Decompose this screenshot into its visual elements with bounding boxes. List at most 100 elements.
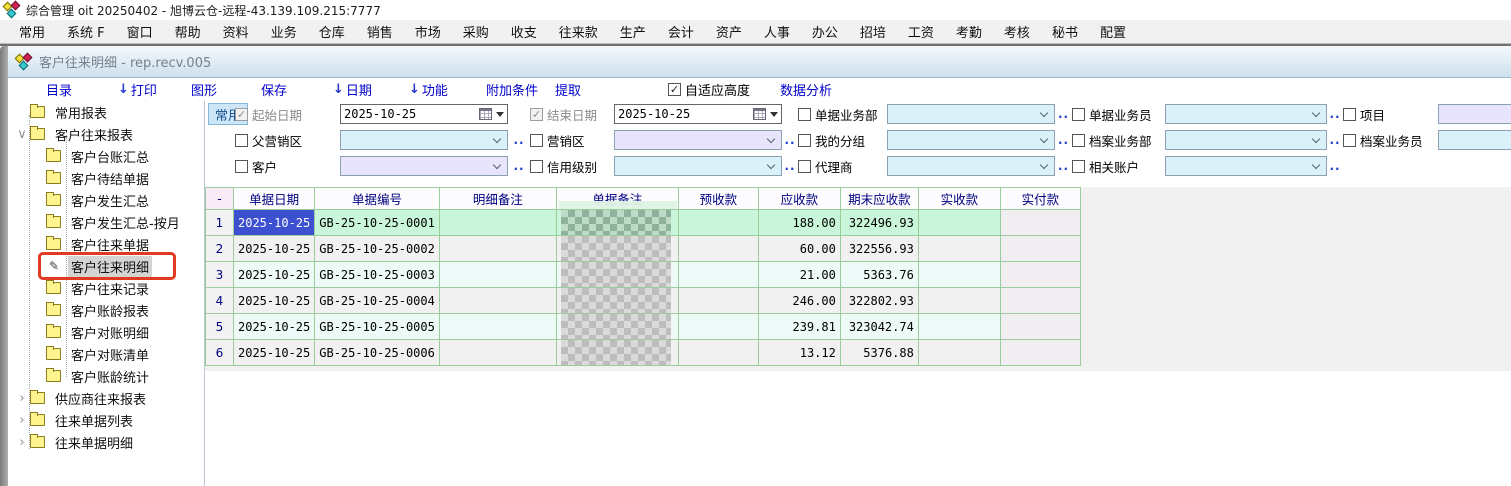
toolbar-button-1[interactable]: ↓ 打印 [118, 80, 157, 99]
date-dropdown-icon[interactable] [496, 111, 504, 117]
column-header-9[interactable]: 实付款 [999, 187, 1081, 210]
toolbar-button-6[interactable]: 附加条件 [486, 80, 538, 99]
doc-date-cell[interactable]: 2025-10-25 [232, 287, 316, 314]
advance-cell[interactable] [677, 339, 759, 366]
sidebar-item-13[interactable]: › 供应商往来报表 [8, 387, 204, 409]
menu-item-15[interactable]: 人事 [763, 26, 790, 41]
table-row-5[interactable]: 6 2025-10-25 GB-25-10-25-0006 13.12 5376.88 [205, 339, 1081, 366]
column-header-5[interactable]: 预收款 [677, 187, 759, 210]
column-header-3[interactable]: 明细备注 [438, 187, 557, 210]
detail-note-cell[interactable] [438, 261, 557, 288]
doc-number-cell[interactable]: GB-25-10-25-0005 [314, 313, 440, 340]
toolbar-button-7[interactable]: 提取 [555, 80, 581, 99]
row-number-cell[interactable]: 3 [205, 261, 234, 288]
paid-cell[interactable] [999, 261, 1081, 288]
receivable-cell[interactable]: 188.00 [757, 209, 841, 236]
menu-item-16[interactable]: 办公 [811, 26, 838, 41]
filter-checkbox[interactable] [235, 133, 248, 147]
doc-date-cell[interactable]: 2025-10-25 [232, 339, 316, 366]
sidebar-item-12[interactable]: 客户账龄统计 [8, 365, 204, 387]
advance-cell[interactable] [677, 261, 759, 288]
input-field[interactable] [1438, 130, 1511, 150]
paid-cell[interactable] [999, 235, 1081, 262]
filter-checkbox[interactable] [530, 159, 543, 173]
select-field[interactable] [887, 156, 1055, 176]
lookup-dots-button[interactable]: .. [1057, 133, 1070, 147]
sidebar-item-10[interactable]: 客户对账明细 [8, 321, 204, 343]
column-header-7[interactable]: 期末应收款 [839, 187, 919, 210]
doc-date-cell[interactable]: 2025-10-25 [232, 209, 316, 236]
doc-remark-cell[interactable] [555, 287, 679, 314]
advance-cell[interactable] [677, 209, 759, 236]
menu-item-2[interactable]: 窗口 [126, 26, 153, 41]
received-cell[interactable] [917, 235, 1001, 262]
menu-item-13[interactable]: 会计 [667, 26, 694, 41]
doc-date-cell[interactable]: 2025-10-25 [232, 261, 316, 288]
doc-number-cell[interactable]: GB-25-10-25-0006 [314, 339, 440, 366]
menu-item-21[interactable]: 秘书 [1051, 26, 1078, 41]
filter-checkbox[interactable] [798, 159, 811, 173]
date-dropdown-icon[interactable] [770, 111, 778, 117]
paid-cell[interactable] [999, 209, 1081, 236]
column-header-4[interactable]: 单据备注 [555, 187, 679, 210]
chevron-collapsed-icon[interactable]: › [19, 434, 25, 450]
chevron-collapsed-icon[interactable]: › [19, 412, 25, 428]
select-field[interactable] [1165, 130, 1327, 150]
menu-item-20[interactable]: 考核 [1003, 26, 1030, 41]
ending-receivable-cell[interactable]: 322496.93 [839, 209, 919, 236]
paid-cell[interactable] [999, 339, 1081, 366]
sidebar-item-6[interactable]: 客户往来单据 [8, 233, 204, 255]
table-row-3[interactable]: 4 2025-10-25 GB-25-10-25-0004 246.00 322802.… [205, 287, 1081, 314]
lookup-dots-button[interactable]: .. [1329, 159, 1341, 173]
filter-checkbox[interactable] [1072, 107, 1085, 121]
filter-checkbox[interactable] [235, 159, 248, 173]
doc-remark-cell[interactable] [555, 261, 679, 288]
receivable-cell[interactable]: 21.00 [757, 261, 841, 288]
ending-receivable-cell[interactable]: 5376.88 [839, 339, 919, 366]
column-header-1[interactable]: 单据日期 [232, 187, 316, 210]
sidebar-item-5[interactable]: 客户发生汇总-按月 [8, 211, 204, 233]
filter-checkbox[interactable] [1343, 133, 1356, 147]
lookup-dots-button[interactable]: .. [1329, 107, 1341, 121]
filter-checkbox[interactable] [1343, 107, 1356, 121]
received-cell[interactable] [917, 287, 1001, 314]
sidebar-item-1[interactable]: ∨ 客户往来报表 [8, 123, 204, 145]
input-field[interactable] [1438, 104, 1511, 124]
toolbar-button-4[interactable]: ↓ 日期 [333, 80, 372, 99]
detail-note-cell[interactable] [438, 287, 557, 314]
row-number-cell[interactable]: 1 [205, 209, 234, 236]
doc-date-cell[interactable]: 2025-10-25 [232, 313, 316, 340]
row-number-cell[interactable]: 6 [205, 339, 234, 366]
detail-note-cell[interactable] [438, 209, 557, 236]
table-row-4[interactable]: 5 2025-10-25 GB-25-10-25-0005 239.81 323042.… [205, 313, 1081, 340]
sidebar-item-4[interactable]: 客户发生汇总 [8, 189, 204, 211]
sidebar-item-9[interactable]: 客户账龄报表 [8, 299, 204, 321]
menu-item-3[interactable]: 帮助 [174, 26, 201, 41]
menu-item-0[interactable]: 常用 [19, 26, 46, 41]
menu-item-12[interactable]: 生产 [619, 26, 646, 41]
doc-remark-cell[interactable] [555, 339, 679, 366]
select-field[interactable] [1165, 104, 1327, 124]
advance-cell[interactable] [677, 235, 759, 262]
data-analysis-button[interactable]: 数据分析 [780, 84, 833, 99]
calendar-icon[interactable] [753, 108, 766, 120]
sidebar-item-3[interactable]: 客户待结单据 [8, 167, 204, 189]
ending-receivable-cell[interactable]: 5363.76 [839, 261, 919, 288]
menu-item-7[interactable]: 销售 [366, 26, 393, 41]
received-cell[interactable] [917, 339, 1001, 366]
filter-checkbox[interactable] [530, 107, 543, 121]
menu-item-6[interactable]: 仓库 [318, 26, 345, 41]
menu-item-18[interactable]: 工资 [907, 26, 934, 41]
detail-note-cell[interactable] [438, 339, 557, 366]
receivable-cell[interactable]: 60.00 [757, 235, 841, 262]
select-field[interactable] [1165, 156, 1327, 176]
lookup-dots-button[interactable]: .. [784, 159, 796, 173]
lookup-dots-button[interactable]: .. [513, 133, 525, 147]
advance-cell[interactable] [677, 313, 759, 340]
row-number-cell[interactable]: 2 [205, 235, 234, 262]
sidebar-item-0[interactable]: 常用报表 [8, 101, 204, 123]
doc-number-cell[interactable]: GB-25-10-25-0004 [314, 287, 440, 314]
calendar-icon[interactable] [479, 108, 492, 120]
doc-remark-cell[interactable] [555, 313, 679, 340]
doc-number-cell[interactable]: GB-25-10-25-0002 [314, 235, 440, 262]
